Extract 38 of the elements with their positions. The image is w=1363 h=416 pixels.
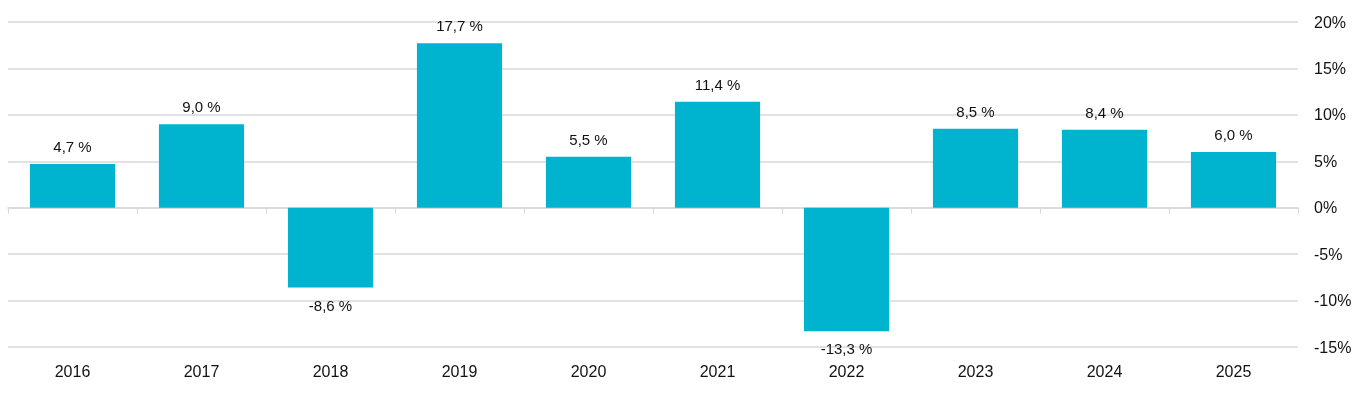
data-label: 8,4 % xyxy=(1085,103,1124,121)
x-tick-label: 2017 xyxy=(183,362,220,380)
bar xyxy=(1190,152,1277,208)
y-tick-label: 20% xyxy=(1314,13,1347,31)
bar xyxy=(158,124,245,208)
x-tick-label: 2025 xyxy=(1215,362,1252,380)
data-label: -8,6 % xyxy=(308,296,353,314)
data-label: 5,5 % xyxy=(569,130,608,148)
x-tick-label: 2022 xyxy=(828,362,865,380)
data-label: 6,0 % xyxy=(1214,126,1253,143)
y-tick-label: 0% xyxy=(1314,199,1338,217)
bar xyxy=(803,207,890,332)
y-tick-label: -5% xyxy=(1314,245,1343,263)
x-tick-label: 2023 xyxy=(957,362,994,380)
bar xyxy=(674,101,761,208)
bar xyxy=(932,128,1019,208)
data-label: 9,0 % xyxy=(182,98,221,116)
data-label: 11,4 % xyxy=(694,75,741,93)
bar xyxy=(416,43,503,208)
x-tick-label: 2024 xyxy=(1086,362,1123,380)
bar xyxy=(287,207,374,288)
data-label: -13,3 % xyxy=(820,340,873,358)
x-tick-label: 2020 xyxy=(570,362,607,380)
y-tick-label: 10% xyxy=(1314,106,1347,124)
x-tick-label: 2021 xyxy=(699,362,736,380)
x-tick-label: 2016 xyxy=(54,362,91,380)
y-tick-label: -10% xyxy=(1314,292,1352,310)
data-label: 4,7 % xyxy=(53,138,92,156)
x-tick-label: 2019 xyxy=(441,362,478,380)
bar xyxy=(1061,129,1148,208)
y-tick-label: 15% xyxy=(1314,59,1347,77)
x-tick-label: 2018 xyxy=(312,362,349,380)
bar xyxy=(29,164,116,208)
data-label: 8,5 % xyxy=(956,102,995,120)
data-label: 17,7 % xyxy=(436,17,483,35)
y-tick-label: 5% xyxy=(1314,152,1338,170)
y-tick-label: -15% xyxy=(1314,338,1352,356)
bar xyxy=(545,156,632,208)
